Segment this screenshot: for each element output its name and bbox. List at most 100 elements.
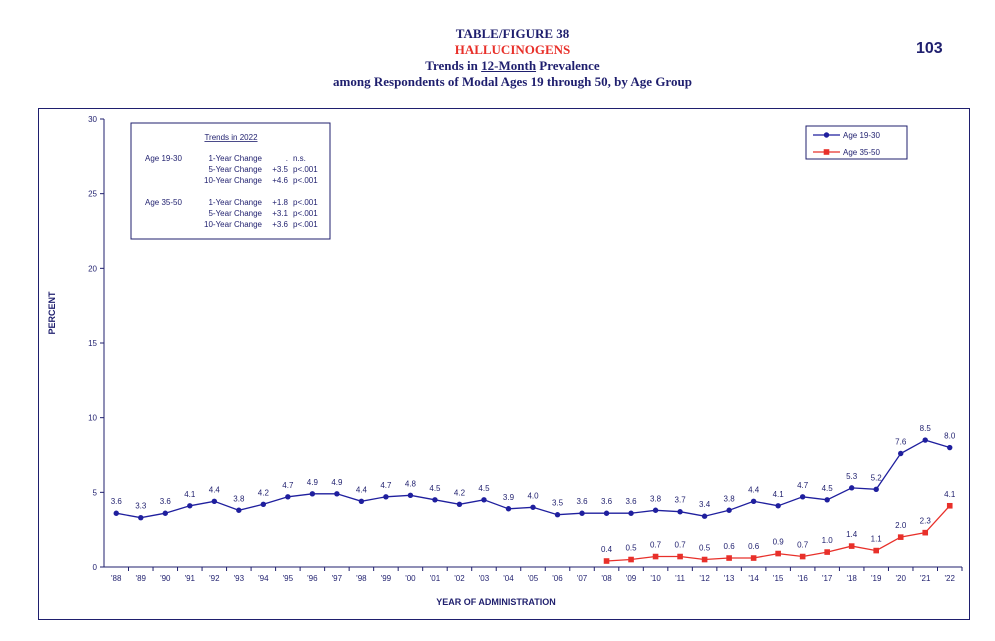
chart-series xyxy=(113,437,953,564)
data-point xyxy=(652,507,659,513)
data-label: 0.7 xyxy=(650,541,662,550)
title-suffix: Prevalence xyxy=(536,58,600,73)
data-label: 3.8 xyxy=(724,494,736,503)
data-label: 0.6 xyxy=(724,542,736,551)
data-point xyxy=(554,512,561,518)
data-point xyxy=(579,510,585,516)
data-label: 0.5 xyxy=(699,544,711,553)
trend-change-label: 1-Year Change xyxy=(208,154,262,163)
trend-significance: n.s. xyxy=(293,154,306,163)
data-point xyxy=(456,501,463,507)
data-label: 4.2 xyxy=(258,488,270,497)
data-point xyxy=(138,515,144,521)
x-tick-label: '02 xyxy=(454,574,465,583)
data-point xyxy=(677,553,683,560)
data-point xyxy=(726,555,732,561)
data-label: 3.7 xyxy=(675,496,687,505)
x-axis-label: YEAR OF ADMINISTRATION xyxy=(436,597,556,607)
trend-change-value: . xyxy=(286,154,288,163)
data-label: 0.6 xyxy=(748,542,760,551)
x-tick-label: '00 xyxy=(405,574,416,583)
trend-change-label: 10-Year Change xyxy=(204,220,263,229)
data-point xyxy=(750,555,757,561)
data-point xyxy=(628,510,634,516)
data-point xyxy=(897,534,904,540)
data-label: 4.5 xyxy=(822,484,834,493)
data-label: 4.5 xyxy=(429,484,441,493)
x-tick-label: '96 xyxy=(307,574,318,583)
data-point xyxy=(603,558,610,564)
data-point xyxy=(947,444,953,451)
data-label: 4.1 xyxy=(184,490,196,499)
trends-box: Trends in 2022 Age 19-30 1-Year Change. n.… xyxy=(130,122,331,240)
x-tick-label: '89 xyxy=(136,574,147,583)
legend-label: Age 35-50 xyxy=(843,148,880,157)
x-tick-label: '08 xyxy=(601,574,612,583)
data-point xyxy=(701,513,708,519)
x-tick-label: '14 xyxy=(748,574,759,583)
data-label: 3.3 xyxy=(135,502,147,511)
legend: Age 19-30 Age 35-50 xyxy=(805,125,908,160)
data-label: 4.4 xyxy=(748,485,760,494)
data-point xyxy=(946,502,953,509)
data-point xyxy=(481,497,487,503)
trend-change-value: +3.6 xyxy=(272,220,288,229)
x-tick-label: '17 xyxy=(822,574,833,583)
x-tick-label: '01 xyxy=(430,574,441,583)
trend-significance: p<.001 xyxy=(293,165,318,174)
data-label: 3.6 xyxy=(576,497,588,506)
figure-number: TABLE/FIGURE 38 xyxy=(455,26,570,41)
y-tick-label: 10 xyxy=(88,414,97,423)
data-point xyxy=(260,501,267,507)
y-tick-label: 20 xyxy=(88,264,97,273)
data-point xyxy=(873,547,879,554)
x-tick-label: '21 xyxy=(920,574,931,583)
data-label: 0.7 xyxy=(675,541,687,550)
trend-significance: p<.001 xyxy=(293,220,318,229)
trend-change-label: 10-Year Change xyxy=(204,176,263,185)
trend-change-value: +4.6 xyxy=(272,176,288,185)
data-point xyxy=(726,507,732,513)
trend-change-label: 5-Year Change xyxy=(208,165,262,174)
trends-rows: Age 19-30 1-Year Change. n.s. 5-Year Change… xyxy=(145,154,318,229)
trend-change-value: +3.1 xyxy=(272,209,288,218)
legend-label: Age 19-30 xyxy=(843,131,880,140)
x-tick-label: '12 xyxy=(699,574,710,583)
data-point xyxy=(407,492,414,499)
x-tick-label: '19 xyxy=(871,574,882,583)
data-point xyxy=(505,506,512,512)
data-label: 2.0 xyxy=(895,521,907,530)
data-label: 4.0 xyxy=(527,491,539,500)
x-tick-label: '22 xyxy=(945,574,956,583)
x-tick-label: '90 xyxy=(160,574,171,583)
x-tick-label: '99 xyxy=(381,574,392,583)
x-tick-label: '94 xyxy=(258,574,269,583)
trend-change-label: 1-Year Change xyxy=(208,198,262,207)
data-point xyxy=(775,503,781,509)
data-label: 4.9 xyxy=(307,478,319,487)
y-tick-label: 5 xyxy=(93,488,98,497)
legend-items: Age 19-30 Age 35-50 xyxy=(813,131,880,157)
data-point xyxy=(922,529,929,536)
data-point xyxy=(334,491,340,497)
data-label: 4.7 xyxy=(797,481,809,490)
x-tick-label: '98 xyxy=(356,574,367,583)
x-tick-label: '88 xyxy=(111,574,122,583)
data-point xyxy=(211,498,218,504)
data-label: 4.4 xyxy=(356,485,368,494)
data-label: 3.6 xyxy=(160,497,172,506)
data-label: 2.3 xyxy=(920,517,932,526)
data-label: 4.7 xyxy=(380,481,392,490)
data-point xyxy=(162,510,168,516)
data-label: 4.1 xyxy=(944,490,956,499)
x-tick-label: '06 xyxy=(552,574,563,583)
data-point xyxy=(603,510,610,516)
data-label: 4.7 xyxy=(282,481,294,490)
data-label: 3.6 xyxy=(625,497,637,506)
data-point xyxy=(873,486,879,493)
data-point xyxy=(358,498,365,504)
trend-group: Age 35-50 xyxy=(145,198,182,207)
data-point xyxy=(750,498,757,504)
x-tick-label: '04 xyxy=(503,574,514,583)
data-label: 0.4 xyxy=(601,545,613,554)
